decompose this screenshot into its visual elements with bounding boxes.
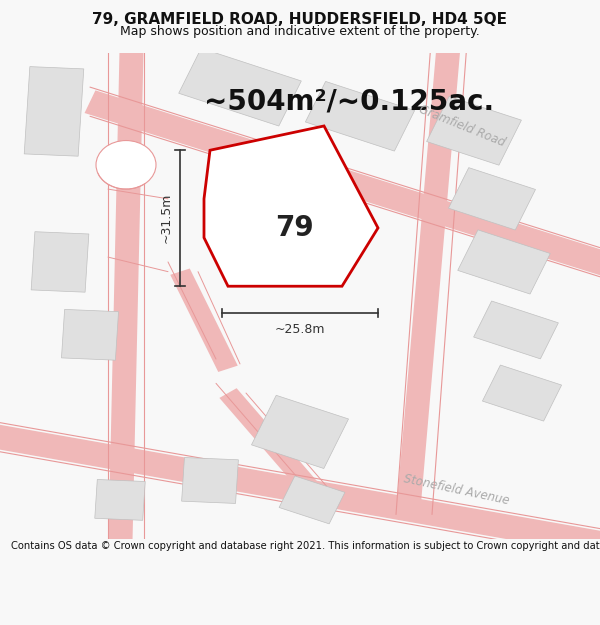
Polygon shape [24,67,84,156]
Text: Gramfield Road: Gramfield Road [417,102,507,149]
Polygon shape [0,420,600,561]
Polygon shape [220,388,320,495]
Polygon shape [31,232,89,292]
Polygon shape [179,48,301,126]
Text: ~504m²/~0.125ac.: ~504m²/~0.125ac. [204,88,494,116]
Text: Stonefield Avenue: Stonefield Avenue [402,472,510,508]
Polygon shape [427,96,521,165]
Polygon shape [473,301,559,359]
Polygon shape [108,29,144,563]
Text: 79: 79 [275,214,313,242]
Polygon shape [234,150,366,276]
Text: Contains OS data © Crown copyright and database right 2021. This information is : Contains OS data © Crown copyright and d… [11,541,600,551]
Polygon shape [170,269,238,372]
Polygon shape [449,168,535,230]
Polygon shape [482,365,562,421]
Polygon shape [279,476,345,524]
Polygon shape [182,458,238,504]
Polygon shape [95,479,145,521]
Text: Map shows position and indicative extent of the property.: Map shows position and indicative extent… [120,25,480,38]
Polygon shape [251,396,349,469]
Polygon shape [396,28,462,515]
Polygon shape [204,126,378,286]
Text: 79, GRAMFIELD ROAD, HUDDERSFIELD, HD4 5QE: 79, GRAMFIELD ROAD, HUDDERSFIELD, HD4 5Q… [92,12,508,27]
Polygon shape [85,91,600,283]
Polygon shape [61,309,119,360]
Circle shape [96,141,156,189]
Polygon shape [305,81,415,151]
Text: ~31.5m: ~31.5m [160,193,173,243]
Text: ~25.8m: ~25.8m [275,322,325,336]
Polygon shape [458,230,550,294]
